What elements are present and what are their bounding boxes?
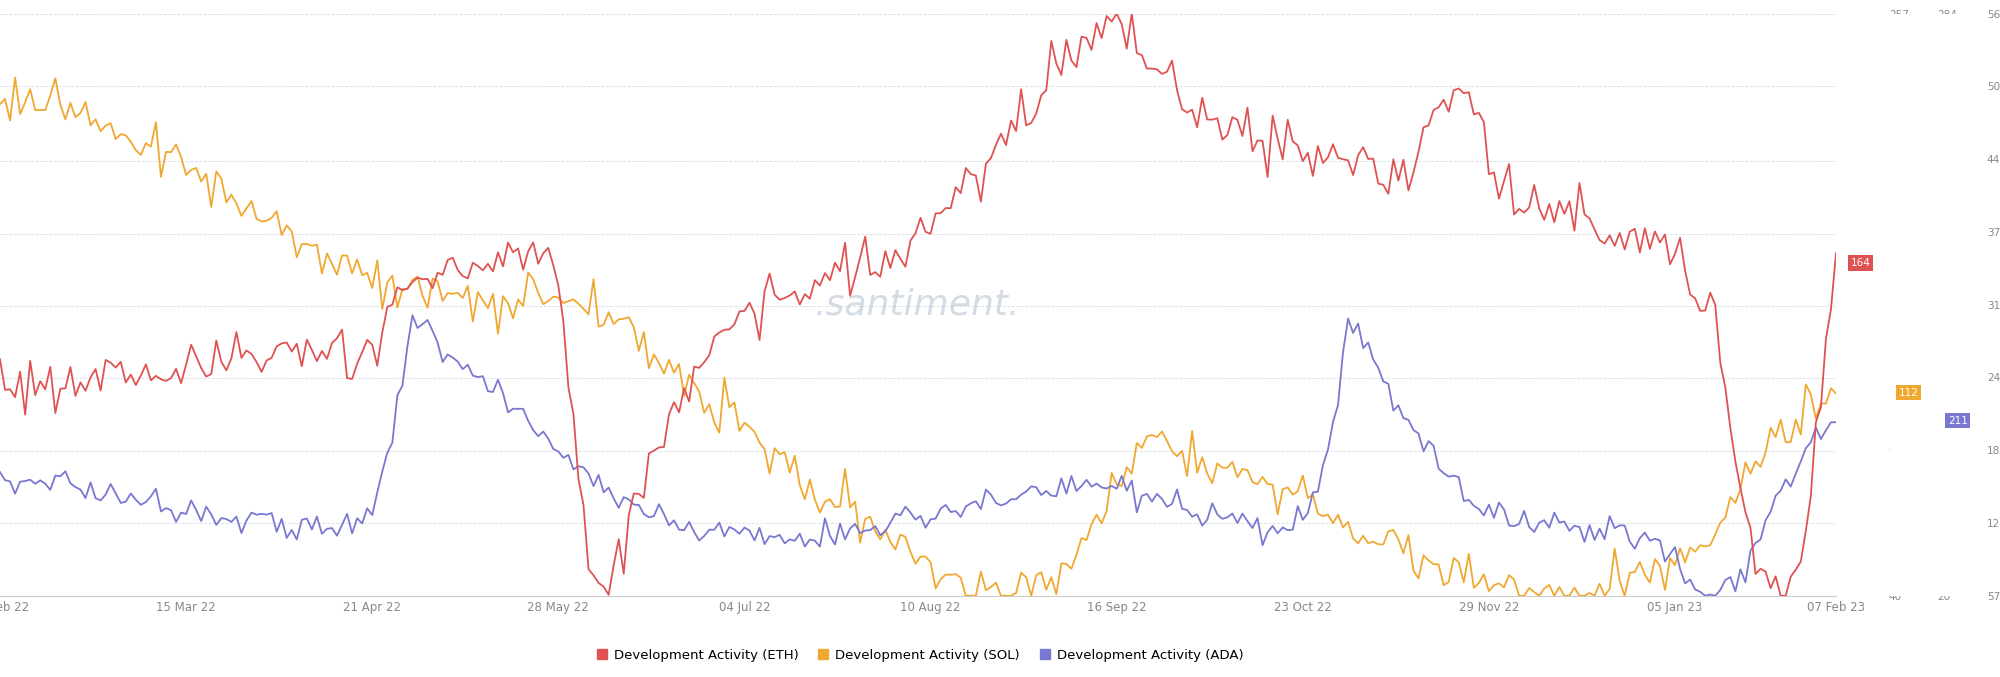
Text: 164: 164 <box>1850 258 1870 268</box>
Text: 112: 112 <box>1898 388 1918 398</box>
Legend: Development Activity (ETH), Development Activity (SOL), Development Activity (AD: Development Activity (ETH), Development … <box>592 643 1248 667</box>
Text: .santiment.: .santiment. <box>816 288 1020 322</box>
Text: 211: 211 <box>1948 416 1968 426</box>
